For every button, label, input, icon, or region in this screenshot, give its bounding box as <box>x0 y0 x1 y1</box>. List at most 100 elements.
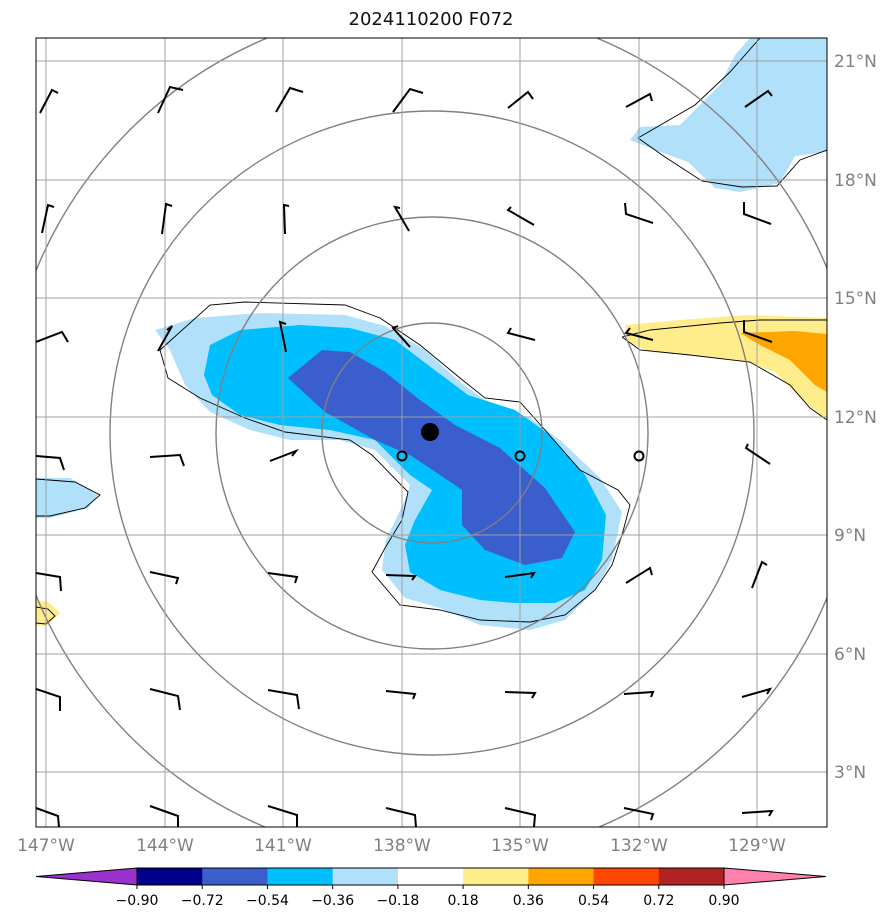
wind-barb <box>504 807 537 827</box>
wind-barb <box>391 325 411 348</box>
wind-barb <box>36 688 61 711</box>
graticule <box>36 38 827 827</box>
colorbar-extend-max <box>723 867 827 886</box>
lat-label: 21°N <box>834 52 877 72</box>
colorbar-segment <box>658 868 725 885</box>
range-rings <box>36 38 827 827</box>
colorbar-tick-label: −0.90 <box>116 893 159 909</box>
colorbar-segment <box>528 868 595 885</box>
wind-barb <box>149 805 179 827</box>
wind-barb <box>623 807 655 821</box>
center-marker <box>421 423 439 441</box>
negative-anomaly-region-ne <box>630 38 827 192</box>
colorbar-tick-label: −0.36 <box>311 893 354 909</box>
negative-anomaly-region-w <box>36 478 98 518</box>
contour-line-sw <box>36 606 56 625</box>
lon-label: 132°W <box>610 836 668 856</box>
colorbar-segments <box>35 867 827 886</box>
wind-barb <box>393 205 410 232</box>
lon-label: 135°W <box>491 836 549 856</box>
colorbar-segment <box>137 868 203 885</box>
colorbar-tick-label: −0.18 <box>376 893 419 909</box>
colorbar-frame <box>136 867 725 886</box>
lon-label: 144°W <box>136 836 194 856</box>
wind-barb <box>741 809 774 817</box>
wind-barb <box>507 90 534 109</box>
colorbar-segment <box>267 868 334 885</box>
wind-barb <box>41 203 55 234</box>
lon-axis-labels: 147°W 144°W 141°W 138°W 135°W 132°W 129°… <box>17 836 786 856</box>
wind-barb <box>385 574 417 581</box>
colorbar-segment <box>397 868 464 885</box>
contour-lines <box>36 38 827 625</box>
map-frame <box>35 37 828 828</box>
colorbar-tick-label: 0.72 <box>643 893 674 909</box>
colorbar-segment <box>463 868 529 885</box>
positive-anomaly-core-e <box>740 331 827 392</box>
wind-barb <box>157 85 184 114</box>
contour-line-w <box>36 478 101 517</box>
wind-barb <box>743 320 773 343</box>
colorbar-segment <box>593 868 660 885</box>
colorbar-tick-label: 0.36 <box>513 893 544 909</box>
positive-anomaly-region-e <box>625 315 827 420</box>
wind-barb <box>157 325 173 352</box>
lon-label: 141°W <box>254 836 312 856</box>
colorbar-segment <box>202 868 268 885</box>
lat-axis-labels: 21°N 18°N 15°N 12°N 9°N 6°N 3°N <box>834 52 877 783</box>
wind-barb <box>267 689 300 710</box>
colorbar: −0.90 −0.72 −0.54 −0.36 −0.18 0.18 0.36 0.54 0.7… <box>35 867 827 909</box>
ring-marker <box>396 450 408 462</box>
wind-barb <box>149 571 180 585</box>
contour-line-main <box>159 301 631 623</box>
colorbar-tick-label: −0.54 <box>246 893 289 909</box>
positive-anomaly-region-sw <box>36 600 60 626</box>
wind-barb <box>504 571 536 579</box>
lat-label: 3°N <box>834 763 866 783</box>
colorbar-tick-label: 0.18 <box>448 893 479 909</box>
colorbar-tick-label: 0.90 <box>708 893 739 909</box>
ring-marker <box>633 450 645 462</box>
wind-barb <box>624 202 654 224</box>
wind-barb <box>149 688 181 711</box>
colorbar-segment <box>332 868 399 885</box>
wind-barb <box>506 206 535 226</box>
colorbar-tick-label: 0.54 <box>578 893 609 909</box>
lat-label: 15°N <box>834 289 877 309</box>
map-title: 2024110200 F072 <box>348 9 514 30</box>
wind-barb <box>625 92 653 108</box>
wind-barb <box>744 443 771 465</box>
wind-barb <box>282 203 290 235</box>
wind-barb <box>385 690 417 700</box>
contour-line-ne <box>637 38 827 188</box>
colorbar-ticks: −0.90 −0.72 −0.54 −0.36 −0.18 0.18 0.36 0.54 0.7… <box>116 885 740 909</box>
wind-barb <box>36 572 62 592</box>
wind-barb <box>504 691 537 699</box>
wind-barb <box>392 87 424 113</box>
wind-barb <box>624 327 654 341</box>
lon-label: 138°W <box>373 836 431 856</box>
wind-barb <box>267 572 299 584</box>
colorbar-tick-label: −0.72 <box>181 893 224 909</box>
wind-barb <box>36 807 60 827</box>
ring-marker <box>514 450 526 462</box>
lat-label: 9°N <box>834 526 866 546</box>
lat-label: 12°N <box>834 408 877 428</box>
wind-barb <box>267 805 298 827</box>
lat-label: 6°N <box>834 645 866 665</box>
range-ring-inner <box>321 322 543 544</box>
filled-contours <box>36 38 827 630</box>
lat-label: 18°N <box>834 171 877 191</box>
wind-barb <box>741 687 773 698</box>
colorbar-extend-min <box>35 867 138 886</box>
wind-barb <box>275 86 304 113</box>
range-ring-3 <box>109 110 755 756</box>
range-ring-2 <box>215 216 649 650</box>
wind-barb <box>269 448 300 462</box>
wind-barb <box>625 566 653 584</box>
wind-barb <box>36 455 65 471</box>
wind-barb <box>506 327 536 341</box>
wind-barb <box>751 560 768 589</box>
contour-line-e <box>621 319 827 421</box>
